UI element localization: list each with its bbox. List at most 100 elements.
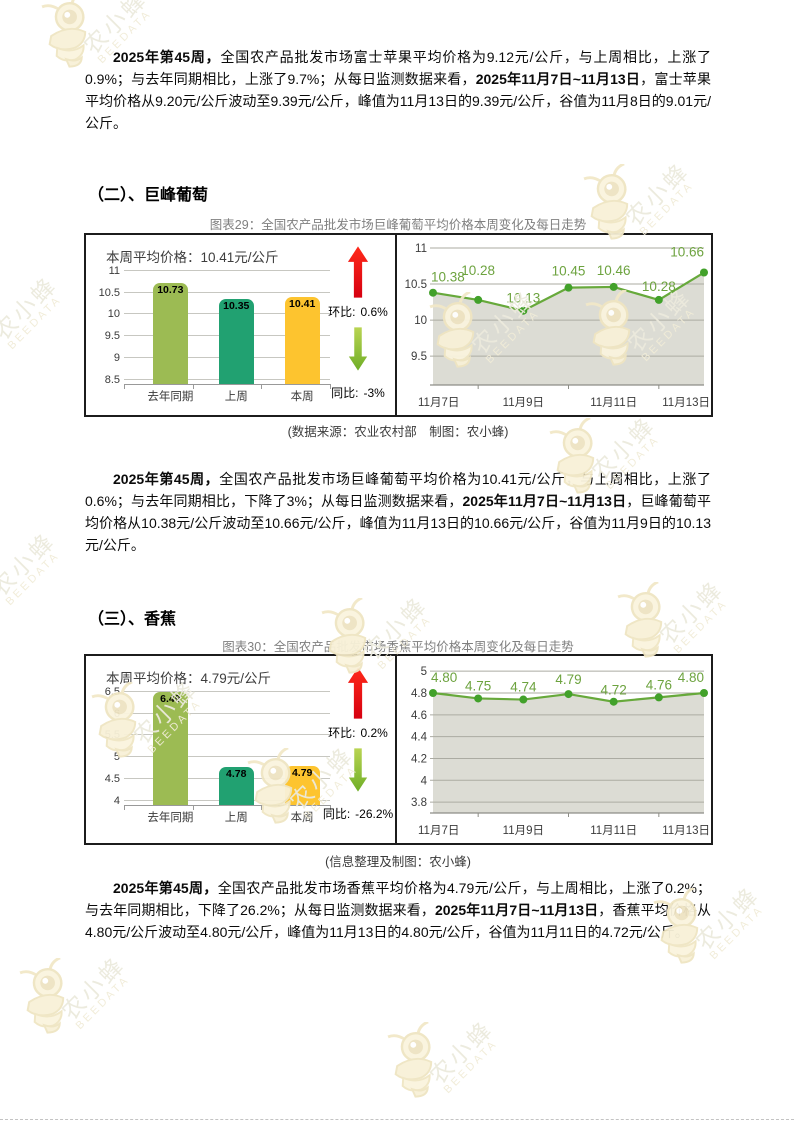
y-axis-label: 8.5: [104, 373, 120, 386]
grape-bar-chart: 8.5 9 9.5 10 10.5 11 10.73 去年同期 10.35 上周 10.41 本周: [94, 265, 332, 405]
wow-label: 环比:: [328, 726, 356, 740]
gridline: [124, 756, 330, 758]
bar-category-label: 去年同期: [147, 391, 194, 403]
bold-run: 2025年第45周，: [113, 880, 218, 896]
banana-bar-chart: 4 4.5 5 5.5 6 6.5 6.49 去年同期 4.78 上周 4.79 本周: [94, 686, 332, 826]
x-axis-label: 11月11日: [590, 397, 637, 409]
banana-line-panel: 3.8 4 4.2 4.4 4.6 4.8 5 11月7日 11月9日 11月11日 11月13日 4…: [397, 656, 711, 843]
bar-本周: 4.79: [284, 766, 320, 805]
data-point: [564, 283, 573, 292]
bold-run: 2025年11月7日~11月13日: [434, 902, 599, 918]
paragraph-fuji-apple: 2025年第45周，全国农产品批发市场富士苹果平均价格为9.12元/公斤，与上周…: [85, 46, 711, 134]
data-point-label: 10.45: [552, 264, 586, 279]
bar-category-label: 上周: [224, 391, 248, 403]
figure-grape: 本周平均价格：10.41元/公斤 8.5 9 9.5 10 10.5 11 10.73 去年同…: [84, 233, 713, 417]
source-note-grape: (数据来源：农业农村部 制图：农小蜂): [287, 425, 509, 439]
data-point: [429, 689, 437, 697]
bar-value-label: 4.78: [226, 767, 247, 780]
x-axis-label: 11月9日: [503, 397, 544, 409]
banana-bar-title: 本周平均价格：4.79元/公斤: [106, 671, 272, 686]
y-axis-label: 4.2: [411, 753, 427, 765]
axis-tick: [330, 384, 331, 389]
section-heading-grape: （二）、巨峰葡萄: [88, 187, 209, 204]
data-point-label: 4.75: [465, 678, 491, 693]
bold-run: 2025年第45周，: [113, 471, 220, 487]
y-axis-label: 4.6: [411, 710, 427, 722]
section-heading-banana: （三）、香蕉: [88, 611, 177, 628]
wow-value: 0.2%: [360, 726, 388, 740]
y-axis-label: 5: [113, 751, 120, 764]
y-axis-label: 10: [107, 308, 120, 321]
x-axis-label: 11月11日: [590, 825, 637, 837]
axis-tick: [192, 384, 194, 389]
data-point-label: 10.13: [506, 291, 540, 306]
data-point-label: 10.28: [642, 279, 676, 294]
data-point: [429, 288, 437, 297]
bold-run: 2025年第45周，: [113, 49, 221, 65]
y-axis-label: 9.5: [104, 330, 120, 343]
watermark-brand-cn: 农小蜂: [56, 951, 131, 1025]
watermark: 农小蜂 BEEDATA: [8, 936, 178, 1076]
figure-caption-grape: 图表29：全国农产品批发市场巨峰葡萄平均价格本周变化及每日走势: [209, 218, 587, 232]
x-axis-label: 11月9日: [503, 825, 544, 837]
y-axis-label: 10.5: [405, 279, 427, 291]
bee-icon: [0, 534, 26, 622]
x-axis-label: 11月13日: [662, 397, 710, 409]
bar-本周: 10.41: [284, 296, 320, 384]
y-axis-label: 4.4: [411, 732, 428, 744]
bar-value-label: 10.73: [157, 283, 184, 296]
bold-run: 2025年11月7日~11月13日: [475, 71, 641, 87]
yoy-value: -26.2%: [355, 807, 394, 821]
bar-plot: 8.5 9 9.5 10 10.5 11 10.73 去年同期 10.35 上周 10.41 本周: [99, 265, 331, 403]
down-arrow-icon: [348, 748, 368, 792]
text-run: ，富士苹果平均价格从9.20元/公斤波动至9.39元/公斤，峰值为11月13日的…: [85, 71, 712, 131]
bee-icon: [0, 278, 28, 366]
data-point: [654, 693, 663, 702]
banana-bar-panel: 本周平均价格：4.79元/公斤 4 4.5 5 5.5 6 6.5 6.49 去年同期 4.78…: [86, 656, 397, 843]
yoy-value: -3%: [363, 386, 385, 400]
data-point-label: 10.28: [461, 263, 495, 278]
gridline: [124, 734, 330, 736]
grape-bar-panel: 本周平均价格：10.41元/公斤 8.5 9 9.5 10 10.5 11 10.73 去年同…: [86, 235, 397, 415]
grape-change-indicators: 环比: 0.6% 同比: -3%: [325, 235, 391, 415]
y-axis-label: 4: [421, 775, 428, 787]
page-bottom-edge: [0, 1119, 794, 1120]
bar-value-label: 4.79: [291, 767, 313, 780]
up-arrow-icon: [347, 246, 369, 298]
banana-yoy-change: 同比: -26.2%: [323, 805, 393, 822]
watermark-text: 农小蜂 BEEDATA: [0, 271, 70, 353]
data-point: [700, 689, 708, 697]
area-fill: [433, 272, 704, 385]
data-point-label: 4.72: [601, 683, 627, 698]
bar-去年同期: 6.49: [152, 692, 188, 805]
bee-icon: [19, 958, 65, 1034]
y-axis-label: 5.5: [104, 729, 120, 742]
text-run: ，巨峰葡萄平均价格从10.38元/公斤波动至10.66元/公斤，峰值为11月13…: [85, 493, 711, 553]
y-axis-label: 4.8: [411, 688, 427, 700]
x-axis-label: 11月7日: [418, 825, 459, 837]
data-point: [609, 697, 618, 706]
grape-line-panel: 9.5 10 10.5 11 11月7日 11月9日 11月11日 11月13日 10.38 10…: [397, 235, 711, 415]
gridline: [124, 291, 330, 293]
axis-tick: [192, 805, 194, 810]
data-point: [519, 695, 528, 704]
bee-icon: [387, 1022, 433, 1098]
watermark-brand-en: BEEDATA: [5, 293, 65, 353]
y-axis-label: 11: [108, 265, 120, 277]
y-axis-label: 11: [415, 243, 427, 255]
source-note-banana: (信息整理及制图：农小蜂): [325, 855, 471, 869]
data-point: [654, 295, 663, 304]
bar-上周: 4.78: [218, 766, 254, 805]
gridline: [124, 270, 330, 271]
watermark-brand-en: BEEDATA: [707, 903, 767, 963]
bar-category-label: 本周: [290, 391, 314, 403]
bold-run: 2025年11月7日~11月13日: [462, 493, 627, 509]
figure-caption-banana: 图表30：全国农产品批发市场香蕉平均价格本周变化及每日走势: [222, 640, 574, 654]
axis-tick: [261, 384, 263, 389]
y-axis-label: 9.5: [411, 351, 427, 363]
x-axis-label: 11月7日: [418, 397, 459, 409]
watermark-brand-en: BEEDATA: [3, 549, 63, 609]
paragraph-grape: 2025年第45周，全国农产品批发市场巨峰葡萄平均价格为10.41元/公斤，与上…: [85, 468, 711, 556]
